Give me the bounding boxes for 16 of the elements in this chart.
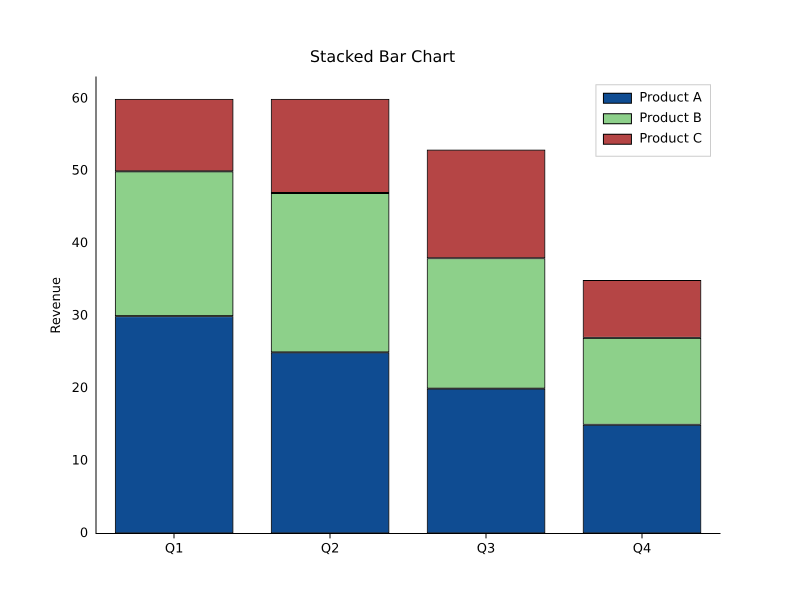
y-tick-label: 40 [72, 236, 88, 252]
y-axis-title: Revenue [49, 276, 64, 334]
legend-label: Product C [639, 132, 702, 147]
x-tick-label: Q4 [632, 542, 652, 557]
y-tick-label: 0 [80, 526, 88, 541]
y-tick-label: 30 [72, 308, 88, 324]
chart-title: Stacked Bar Chart [310, 46, 456, 66]
y-tick-label: 60 [72, 91, 88, 106]
y-tick-label: 20 [72, 380, 88, 396]
x-tick-label: Q2 [320, 542, 340, 557]
x-tick-label: Q1 [164, 542, 184, 557]
legend-label: Product A [639, 90, 702, 106]
x-tick-label: Q3 [476, 542, 496, 557]
legend-label: Product B [639, 111, 702, 126]
y-tick-label: 50 [72, 164, 88, 179]
y-tick-label: 10 [72, 453, 88, 468]
